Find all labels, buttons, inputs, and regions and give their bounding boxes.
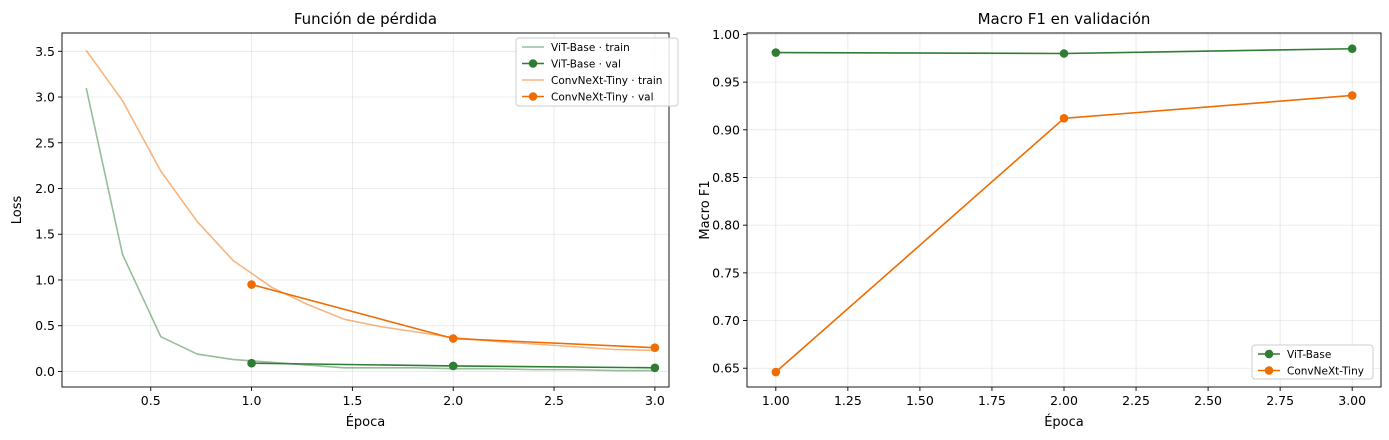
- legend-box: [515, 37, 679, 107]
- data-point: [650, 363, 660, 373]
- x-tick-label: 2.0: [443, 393, 463, 408]
- data-point: [771, 367, 781, 377]
- x-tick-label: 2.00: [1050, 393, 1078, 408]
- x-tick-label: 2.5: [544, 393, 564, 408]
- data-point: [1059, 114, 1069, 123]
- y-tick-label: 1.00: [712, 27, 740, 42]
- legend-marker: [1264, 366, 1274, 375]
- y-tick-label: 0.85: [712, 170, 740, 185]
- y-tick-label: 0.70: [712, 313, 740, 328]
- x-axis-label: Época: [346, 414, 386, 430]
- data-point: [448, 334, 458, 343]
- y-tick-label: 0.0: [35, 364, 55, 379]
- legend-box: [1251, 344, 1374, 380]
- legend-label: ViT-Base · val: [551, 58, 621, 70]
- series-line-3: [85, 49, 655, 352]
- data-point: [1347, 91, 1357, 100]
- legend-label: ViT-Base: [1287, 349, 1331, 361]
- y-tick-label: 0.95: [712, 75, 740, 90]
- data-point: [1347, 44, 1357, 54]
- x-tick-label: 1.0: [242, 393, 262, 408]
- y-tick-label: 2.0: [35, 181, 55, 196]
- x-tick-label: 1.25: [834, 393, 862, 408]
- y-axis-label: Macro F1: [698, 180, 713, 239]
- y-tick-label: 0.65: [712, 361, 740, 376]
- legend-label: ConvNeXt-Tiny · train: [551, 75, 662, 87]
- y-tick-label: 3.0: [35, 90, 55, 105]
- y-tick-label: 0.75: [712, 265, 740, 280]
- chart-title: Macro F1 en validación: [978, 10, 1151, 28]
- data-point: [1059, 49, 1069, 58]
- plot-frame: [61, 32, 670, 388]
- x-tick-label: 2.50: [1194, 393, 1222, 408]
- y-tick-label: 1.5: [35, 227, 55, 242]
- x-tick-label: 0.5: [141, 393, 161, 408]
- legend: ViT-Base ConvNeXt-Tiny: [1251, 344, 1374, 380]
- x-tick-label: 1.50: [906, 393, 934, 408]
- series-line-1: [85, 87, 655, 372]
- data-point: [650, 343, 660, 352]
- y-axis-label: Loss: [10, 196, 25, 225]
- x-tick-label: 1.75: [978, 393, 1006, 408]
- y-tick-label: 0.5: [35, 318, 55, 333]
- legend-marker: [528, 59, 538, 68]
- x-tick-label: 2.25: [1122, 393, 1150, 408]
- legend-marker: [528, 92, 538, 101]
- data-point: [247, 280, 256, 289]
- x-tick-label: 1.5: [342, 393, 362, 408]
- chart-panel-1: 0.5 1.0 1.5 2.0 2.5 3.0 0.0 0.5 1.0 1.5 2.0 2.5 3.0 3…: [10, 10, 679, 430]
- x-tick-label: 2.75: [1266, 393, 1294, 408]
- y-tick-label: 3.5: [35, 44, 55, 59]
- data-point: [771, 48, 781, 57]
- legend-marker: [1264, 349, 1274, 359]
- y-tick-label: 1.0: [35, 272, 55, 287]
- chart-panel-2: 1.00 1.25 1.50 1.75 2.00 2.25 2.50 2.75 3.00 0.65…: [698, 10, 1382, 430]
- legend-label: ViT-Base · train: [551, 42, 630, 54]
- y-tick-label: 2.5: [35, 135, 55, 150]
- x-tick-label: 3.0: [645, 393, 665, 408]
- chart-title: Función de pérdida: [294, 10, 437, 28]
- data-point: [448, 361, 458, 371]
- data-point: [247, 358, 256, 368]
- legend-label: ConvNeXt-Tiny · val: [551, 91, 654, 103]
- y-tick-label: 0.90: [712, 122, 740, 137]
- legend-label: ConvNeXt-Tiny: [1287, 365, 1364, 377]
- x-axis-label: Época: [1044, 414, 1084, 430]
- legend: ViT-Base · train ViT-Base · val ConvNeXt-T…: [515, 37, 679, 107]
- x-tick-label: 3.00: [1338, 393, 1366, 408]
- y-tick-label: 0.80: [712, 218, 740, 233]
- x-tick-label: 1.00: [762, 393, 790, 408]
